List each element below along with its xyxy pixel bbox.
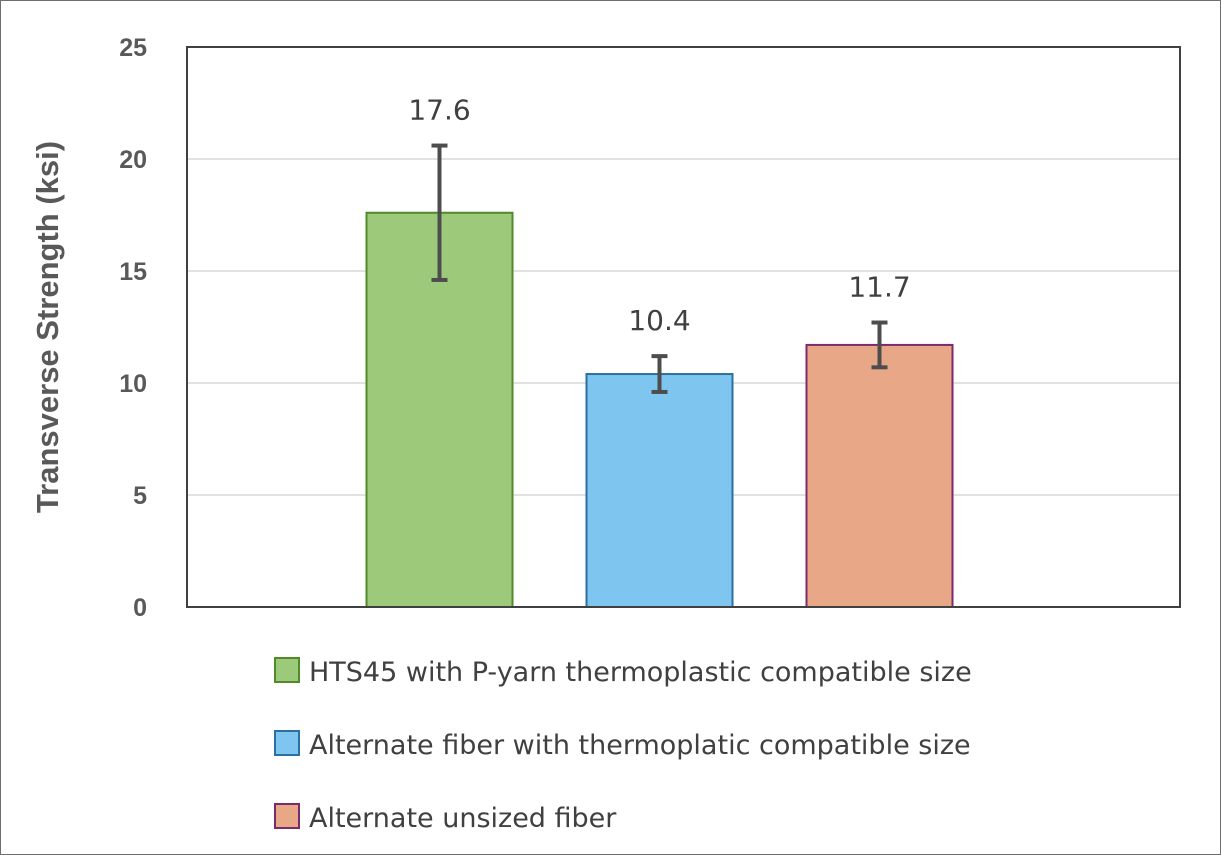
legend-label: Alternate fiber with thermoplatic compat… [309,730,971,761]
y-tick-label: 0 [133,594,147,622]
legend-swatch [274,657,300,683]
error-bars [431,143,888,394]
y-tick-label: 10 [119,370,147,398]
legend-label: HTS45 with P-yarn thermoplastic compatib… [309,657,972,688]
legend-swatch [274,803,300,829]
legend-item: Alternate fiber with thermoplatic compat… [274,730,971,761]
legend-item: Alternate unsized fiber [274,803,617,834]
y-tick-label: 5 [133,482,147,510]
error-bar [651,354,668,394]
y-tick-label: 15 [119,258,147,286]
error-bar [871,320,888,370]
legend-swatch [274,730,300,756]
data-label: 10.4 [628,304,690,337]
legend-item: HTS45 with P-yarn thermoplastic compatib… [274,657,972,688]
legend-label: Alternate unsized fiber [309,803,617,834]
y-axis-title: Transverse Strength (ksi) [30,141,65,513]
bar [585,373,734,609]
data-labels: 17.6 10.4 11.7 [408,94,910,338]
bar [805,343,954,608]
data-label: 17.6 [408,94,470,127]
error-bar [431,143,448,282]
y-tick-label: 25 [119,34,147,62]
y-tick-label: 20 [119,146,147,174]
y-axis-ticks: 0 5 10 15 20 25 [119,34,147,622]
legend: HTS45 with P-yarn thermoplastic compatib… [274,657,972,834]
plot-area-frame [186,46,1181,608]
data-label: 11.7 [848,271,910,304]
